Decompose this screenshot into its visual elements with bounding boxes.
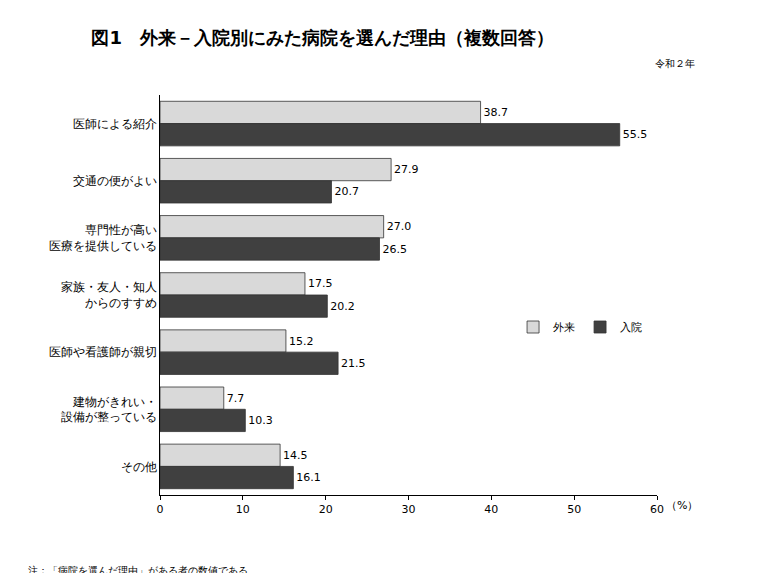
svg-text:交通の便がよい: 交通の便がよい	[73, 174, 157, 188]
svg-text:その他: その他	[121, 460, 157, 474]
svg-text:0: 0	[157, 503, 164, 516]
svg-text:外来: 外来	[553, 321, 575, 334]
svg-text:入院: 入院	[620, 321, 642, 334]
svg-text:21.5: 21.5	[341, 357, 366, 370]
svg-text:専門性が高い医療を提供している: 専門性が高い医療を提供している	[49, 223, 157, 253]
svg-text:55.5: 55.5	[623, 128, 648, 141]
svg-text:医師や看護師が親切: 医師や看護師が親切	[49, 345, 157, 359]
svg-text:医師による紹介: 医師による紹介	[73, 117, 157, 131]
svg-text:令和２年: 令和２年	[655, 58, 695, 69]
svg-text:10.3: 10.3	[248, 414, 273, 427]
svg-text:家族・友人・知人からのすすめ: 家族・友人・知人からのすすめ	[61, 280, 157, 310]
svg-text:60: 60	[650, 503, 664, 516]
svg-text:建物がきれい・設備が整っている: 建物がきれい・設備が整っている	[61, 395, 157, 425]
svg-text:15.2: 15.2	[289, 335, 314, 348]
svg-text:10: 10	[236, 503, 250, 516]
svg-text:図1 外来－入院別にみた病院を選んだ理由（複数回答）: 図1 外来－入院別にみた病院を選んだ理由（複数回答）	[91, 27, 554, 48]
svg-text:16.1: 16.1	[296, 471, 321, 484]
svg-text:20.7: 20.7	[334, 185, 359, 198]
svg-text:20: 20	[319, 503, 333, 516]
svg-text:（%）: （%）	[666, 499, 698, 512]
svg-text:7.7: 7.7	[227, 392, 245, 405]
svg-text:50: 50	[567, 503, 581, 516]
svg-text:20.2: 20.2	[330, 300, 355, 313]
svg-text:38.7: 38.7	[484, 106, 509, 119]
svg-text:27.9: 27.9	[394, 163, 419, 176]
svg-text:40: 40	[484, 503, 498, 516]
svg-text:30: 30	[402, 503, 416, 516]
svg-text:17.5: 17.5	[308, 277, 333, 290]
svg-text:26.5: 26.5	[383, 243, 408, 256]
svg-text:27.0: 27.0	[387, 220, 412, 233]
svg-text:14.5: 14.5	[283, 449, 308, 462]
svg-text:注：「病院を選んだ理由」がある者の数値である。: 注：「病院を選んだ理由」がある者の数値である。	[28, 565, 258, 573]
